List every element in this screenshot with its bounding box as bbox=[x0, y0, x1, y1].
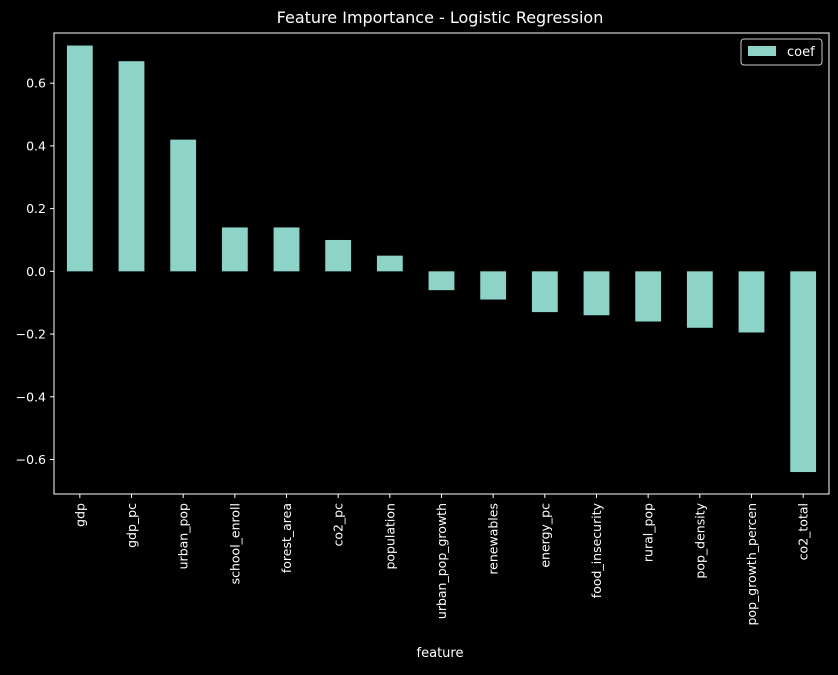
bar-renewables bbox=[480, 271, 507, 300]
x-axis-label: feature bbox=[417, 646, 464, 661]
bar-gdp-pc bbox=[118, 61, 145, 272]
x-tick-label: rural_pop bbox=[641, 503, 656, 562]
x-tick-label: population bbox=[382, 503, 397, 570]
bar-rural-pop bbox=[635, 271, 662, 322]
x-tick-label: gdp bbox=[72, 503, 87, 527]
bar-co2-total bbox=[790, 271, 817, 473]
bar-school-enroll bbox=[221, 227, 248, 272]
x-tick-label: urban_pop bbox=[176, 503, 191, 569]
legend-frame bbox=[740, 38, 823, 66]
bar-pop-growth-percen bbox=[738, 271, 765, 333]
x-tick-label: pop_growth_percen bbox=[744, 503, 759, 626]
y-tick-label: −0.2 bbox=[16, 327, 46, 342]
x-tick-label: co2_total bbox=[796, 503, 811, 560]
bar-population bbox=[376, 255, 403, 272]
bar-energy-pc bbox=[531, 271, 558, 313]
y-tick-label: −0.4 bbox=[16, 389, 46, 404]
y-tick-label: 0.4 bbox=[26, 138, 46, 153]
y-tick-label: 0.2 bbox=[26, 201, 46, 216]
legend-label: coef bbox=[787, 45, 815, 60]
y-tick-label: 0.0 bbox=[26, 264, 46, 279]
x-tick-label: pop_density bbox=[692, 502, 707, 578]
x-tick-label: urban_pop_growth bbox=[434, 503, 449, 619]
x-tick-label: food_insecurity bbox=[589, 502, 604, 598]
bar-food-insecurity bbox=[583, 271, 610, 316]
y-ticks-layer: −0.6 −0.4 −0.2 0.0 0.2 0.4 0.6 bbox=[16, 76, 54, 467]
bar-forest-area bbox=[273, 227, 300, 272]
bar-urban-pop bbox=[170, 139, 197, 272]
chart-title: Feature Importance - Logistic Regression bbox=[277, 8, 604, 27]
x-tick-label: energy_pc bbox=[537, 503, 552, 568]
bars-layer bbox=[66, 45, 817, 473]
x-tick-label: gdp_pc bbox=[124, 503, 139, 548]
bar-pop-density bbox=[686, 271, 713, 328]
legend: coef bbox=[740, 38, 823, 66]
bar-gdp bbox=[66, 45, 93, 272]
y-tick-label: 0.6 bbox=[26, 76, 46, 91]
x-tick-label: forest_area bbox=[279, 503, 294, 573]
y-tick-label: −0.6 bbox=[16, 452, 46, 467]
x-tick-label: school_enroll bbox=[227, 503, 242, 584]
legend-swatch bbox=[748, 46, 776, 56]
x-ticks-layer: gdp gdp_pc urban_pop school_enroll forest_ar… bbox=[72, 494, 811, 626]
x-tick-label: renewables bbox=[486, 503, 501, 575]
bar-urban-pop-growth bbox=[428, 271, 455, 291]
x-tick-label: co2_pc bbox=[331, 503, 346, 547]
bar-co2-pc bbox=[325, 239, 352, 272]
